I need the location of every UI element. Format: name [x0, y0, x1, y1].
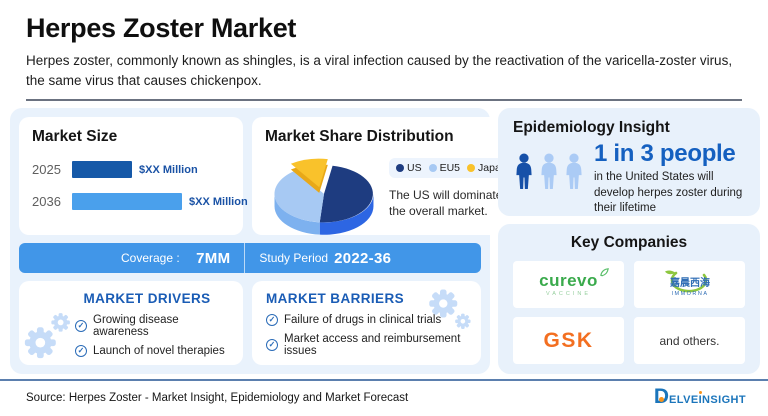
driver-item-text: Growing disease awareness [93, 314, 179, 339]
epidemiology-heading: Epidemiology Insight [513, 119, 670, 137]
page-subtitle: Herpes zoster, commonly known as shingle… [26, 53, 733, 88]
gears-icon [429, 289, 471, 330]
market-barriers-card: MARKET BARRIERS Failure of drugs in clin… [252, 281, 481, 366]
market-size-card: Market Size 2025 $XX Million 2036 $XX Mi… [19, 117, 248, 236]
gears-icon [24, 313, 70, 359]
check-circle-icon [266, 339, 278, 352]
check-circle-icon [266, 314, 278, 327]
footer-divider [0, 379, 768, 382]
header-divider [26, 99, 742, 102]
bar-2036 [72, 193, 182, 211]
legend-dot-us [396, 164, 404, 173]
driver-item-text: Launch of novel therapies [93, 345, 225, 358]
barrier-item-text: Market access and reimbursement issues [284, 333, 461, 358]
source-text: Source: Herpes Zoster - Market Insight, … [26, 391, 409, 404]
legend-item-us: US [396, 162, 422, 174]
immorna-latin-text: IMMORNA [671, 291, 708, 297]
company-card-gsk: GSK [513, 317, 624, 365]
market-share-heading: Market Share Distribution [265, 128, 454, 146]
market-share-note: The US will dominate the overall market. [389, 188, 503, 219]
immorna-cjk-text: 嘉晨西海 [669, 276, 710, 289]
epidemiology-stat: 1 in 3 people [594, 140, 736, 168]
legend-label-eu5: EU5 [439, 162, 461, 175]
curevo-subtext: VACCINE [545, 290, 592, 297]
study-period-cell: Study Period 2022-36 [245, 243, 481, 273]
person-icon [516, 153, 532, 190]
top-cards-row: Market Size 2025 $XX Million 2036 $XX Mi… [19, 117, 527, 236]
person-icon [541, 153, 557, 190]
company-card-others: and others. [634, 317, 745, 365]
market-share-body: US EU5 Japan [265, 152, 514, 243]
driver-item: Launch of novel therapies [75, 345, 235, 358]
pie-legend: US EU5 Japan [389, 158, 514, 179]
market-drivers-card: MARKET DRIVERS Growing disease awareness… [19, 281, 243, 366]
company-card-curevo: curevo VACCINE [513, 261, 624, 309]
brand-part2: NSIGHT [702, 394, 746, 407]
curevo-name-text: curevo [539, 270, 598, 290]
right-zone: Epidemiology Insight 1 [498, 108, 760, 375]
people-icons [513, 140, 585, 217]
bar-value-2025: $XX Million [139, 163, 198, 176]
bar-year-label: 2025 [32, 162, 61, 178]
epidemiology-stat-block: 1 in 3 people in the United States will … [594, 140, 745, 217]
brand-part1: ELVE [669, 394, 699, 407]
market-share-right: US EU5 Japan [389, 152, 514, 243]
coverage-cell: Coverage : 7MM [19, 243, 246, 274]
driver-item: Growing disease awareness [75, 314, 235, 338]
market-size-heading: Market Size [32, 128, 118, 146]
check-circle-icon [75, 320, 87, 333]
epidemiology-panel: Epidemiology Insight 1 [498, 108, 760, 217]
market-overview-zone: Market Size 2025 $XX Million 2036 $XX Mi… [10, 108, 527, 375]
pie-chart [274, 158, 374, 235]
leaf-icon [600, 268, 609, 277]
infographic-page: Herpes Zoster Market Herpes zoster, comm… [0, 0, 768, 403]
person-icon [566, 153, 582, 190]
study-period-label: Study Period [259, 251, 329, 266]
bar-2025 [72, 161, 132, 179]
header: Herpes Zoster Market Herpes zoster, comm… [0, 0, 768, 102]
epidemiology-description: in the United States will develop herpes… [594, 171, 743, 215]
epidemiology-row: 1 in 3 people in the United States will … [513, 140, 745, 217]
barrier-item: Failure of drugs in clinical trials [266, 314, 467, 327]
market-drivers-heading: MARKET DRIVERS [83, 291, 211, 307]
page-title: Herpes Zoster Market [26, 13, 297, 43]
gsk-logo: GSK [543, 328, 594, 352]
bar-year-label: 2036 [32, 194, 61, 210]
bar-row-2025: 2025 $XX Million [32, 161, 230, 179]
study-period-value: 2022-36 [334, 249, 392, 267]
main-content: Market Size 2025 $XX Million 2036 $XX Mi… [0, 101, 768, 379]
check-circle-icon [75, 345, 87, 358]
others-text: and others. [659, 333, 720, 348]
immorna-logo: 嘉晨西海 IMMORNA [664, 270, 710, 297]
barrier-item: Market access and reimbursement issues [266, 333, 467, 357]
market-drivers-list: Growing disease awareness Launch of nove… [33, 314, 235, 358]
legend-item-eu5: EU5 [428, 162, 461, 175]
market-barriers-heading: MARKET BARRIERS [266, 291, 405, 307]
bottom-cards-row: MARKET DRIVERS Growing disease awareness… [19, 281, 481, 366]
footer: Source: Herpes Zoster - Market Insight, … [0, 381, 768, 416]
key-companies-panel: Key Companies curevo VACCINE [498, 224, 760, 375]
market-barriers-list: Failure of drugs in clinical trials Mark… [266, 314, 467, 357]
company-card-immorna: 嘉晨西海 IMMORNA [634, 261, 745, 309]
curevo-logo: curevo VACCINE [539, 268, 609, 298]
delveinsight-d-mark: D [653, 385, 670, 409]
bar-value-2036: $XX Million [189, 195, 248, 208]
legend-dot-eu5 [428, 164, 437, 173]
bar-row-2036: 2036 $XX Million [32, 193, 248, 211]
coverage-study-bar: Coverage : 7MM Study Period 2022-36 [19, 243, 481, 274]
legend-dot-japan [467, 164, 476, 173]
curevo-wordmark: curevo [539, 268, 609, 290]
market-share-card: Market Share Distribution [252, 117, 527, 236]
brand-dotted-i: I [698, 394, 703, 407]
company-logo-grid: curevo VACCINE 嘉晨西海 [513, 261, 745, 365]
delveinsight-logo: D ELVEINSIGHT [653, 385, 746, 409]
coverage-label: Coverage : [120, 251, 180, 266]
coverage-value: 7MM [196, 249, 231, 267]
key-companies-heading: Key Companies [570, 234, 688, 252]
legend-label-us: US [407, 162, 422, 175]
barrier-item-text: Failure of drugs in clinical trials [284, 314, 442, 327]
delveinsight-wordmark: ELVEINSIGHT [669, 394, 746, 406]
